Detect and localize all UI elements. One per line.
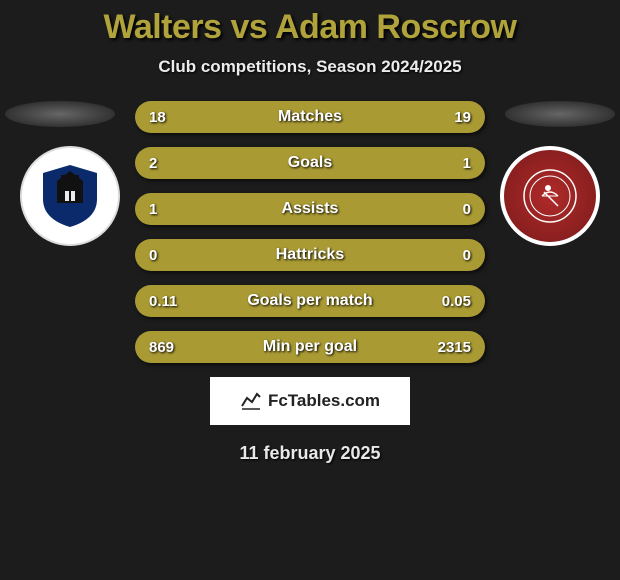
stat-row: 1 Assists 0 <box>135 193 485 225</box>
stat-value-left: 0 <box>149 247 199 264</box>
stat-value-right: 0.05 <box>421 293 471 310</box>
stats-list: 18 Matches 19 2 Goals 1 1 Assists 0 0 Ha… <box>135 101 485 363</box>
date-label: 11 february 2025 <box>0 443 620 464</box>
stat-value-left: 869 <box>149 339 199 356</box>
player-slot-left <box>5 101 115 127</box>
stat-row: 0 Hattricks 0 <box>135 239 485 271</box>
stat-label: Matches <box>199 108 421 126</box>
stat-value-left: 2 <box>149 155 199 172</box>
stat-label: Goals <box>199 154 421 172</box>
stat-value-right: 1 <box>421 155 471 172</box>
subtitle: Club competitions, Season 2024/2025 <box>0 57 620 77</box>
club-badge-right <box>500 146 600 246</box>
chart-icon <box>240 390 262 412</box>
stat-value-right: 2315 <box>421 339 471 356</box>
stat-value-left: 0.11 <box>149 293 199 310</box>
stat-row: 0.11 Goals per match 0.05 <box>135 285 485 317</box>
player-slot-right <box>505 101 615 127</box>
stat-value-right: 0 <box>421 247 471 264</box>
archer-icon <box>520 166 580 226</box>
stat-value-right: 0 <box>421 201 471 218</box>
stat-label: Min per goal <box>199 338 421 356</box>
shield-icon <box>35 161 105 231</box>
stat-value-right: 19 <box>421 109 471 126</box>
page-title: Walters vs Adam Roscrow <box>0 0 620 47</box>
stat-label: Goals per match <box>199 292 421 310</box>
watermark: FcTables.com <box>210 377 410 425</box>
stat-value-left: 1 <box>149 201 199 218</box>
stat-label: Hattricks <box>199 246 421 264</box>
watermark-label: FcTables.com <box>268 391 380 411</box>
stat-label: Assists <box>199 200 421 218</box>
comparison-panel: 18 Matches 19 2 Goals 1 1 Assists 0 0 Ha… <box>0 101 620 464</box>
stat-row: 18 Matches 19 <box>135 101 485 133</box>
club-badge-left <box>20 146 120 246</box>
stat-row: 869 Min per goal 2315 <box>135 331 485 363</box>
stat-value-left: 18 <box>149 109 199 126</box>
stat-row: 2 Goals 1 <box>135 147 485 179</box>
